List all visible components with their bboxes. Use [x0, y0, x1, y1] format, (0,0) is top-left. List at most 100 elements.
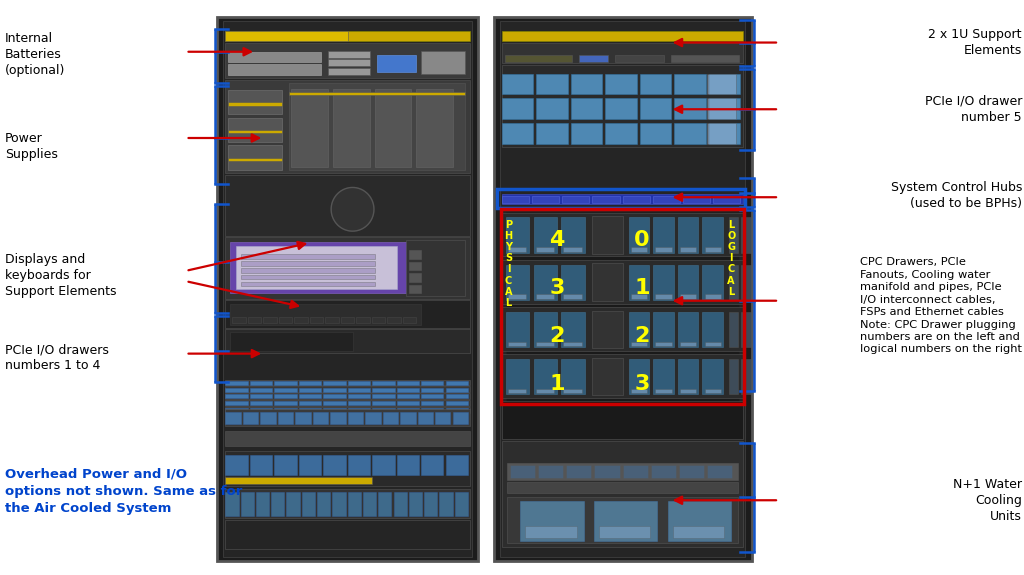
Bar	[396, 394, 419, 398]
Text: 2: 2	[634, 326, 650, 346]
Bar	[508, 247, 526, 252]
Bar	[507, 497, 738, 543]
Bar	[537, 74, 567, 94]
Bar	[348, 455, 370, 475]
Text: PCIe I/O drawer
number 5: PCIe I/O drawer number 5	[925, 95, 1022, 124]
Bar	[729, 217, 738, 253]
Bar	[520, 501, 584, 540]
Bar	[424, 492, 437, 516]
Bar	[445, 388, 468, 392]
Bar	[501, 209, 744, 404]
Bar	[702, 359, 723, 394]
Bar	[225, 431, 470, 446]
Bar	[348, 492, 360, 516]
Bar	[383, 412, 398, 424]
Bar	[640, 98, 672, 119]
Bar	[536, 247, 554, 252]
Bar	[241, 261, 375, 266]
Bar	[502, 74, 534, 94]
Bar	[317, 492, 331, 516]
Bar	[580, 55, 608, 62]
Bar	[377, 55, 416, 72]
Bar	[651, 465, 676, 478]
Bar	[225, 300, 470, 328]
Bar	[416, 89, 453, 167]
Bar	[421, 455, 443, 475]
Bar	[506, 264, 529, 300]
Bar	[494, 17, 752, 561]
Bar	[348, 381, 370, 385]
Bar	[631, 389, 647, 393]
Text: Displays and
keyboards for
Support Elements: Displays and keyboards for Support Eleme…	[5, 254, 117, 298]
Bar	[561, 312, 585, 347]
Bar	[263, 317, 276, 323]
Bar	[299, 401, 322, 405]
Text: N+1 Water
Cooling
Units: N+1 Water Cooling Units	[953, 478, 1022, 523]
Bar	[372, 408, 394, 412]
Bar	[225, 388, 248, 392]
Text: CPC Drawers, PCIe
Fanouts, Cooling water
manifold and pipes, PCIe
I/O interconne: CPC Drawers, PCIe Fanouts, Cooling water…	[860, 258, 1022, 354]
Bar	[592, 358, 623, 395]
Bar	[502, 307, 743, 351]
Bar	[225, 520, 470, 549]
Bar	[741, 264, 751, 300]
Bar	[705, 389, 721, 393]
Bar	[225, 380, 470, 385]
Bar	[508, 294, 526, 299]
Bar	[225, 81, 470, 172]
Bar	[629, 359, 649, 394]
Text: 3: 3	[634, 374, 650, 394]
Bar	[409, 273, 421, 282]
Bar	[228, 130, 283, 133]
Text: 2: 2	[549, 326, 565, 346]
Bar	[225, 237, 470, 299]
Bar	[713, 196, 740, 203]
Bar	[445, 401, 468, 405]
Bar	[217, 17, 478, 561]
Bar	[453, 412, 468, 424]
Bar	[653, 312, 674, 347]
Bar	[256, 492, 269, 516]
Bar	[561, 264, 585, 300]
Bar	[348, 388, 370, 392]
Bar	[225, 492, 239, 516]
Bar	[629, 264, 649, 300]
Bar	[563, 342, 582, 346]
Bar	[278, 412, 293, 424]
Bar	[708, 74, 736, 94]
Bar	[348, 394, 370, 398]
Bar	[679, 465, 705, 478]
Bar	[403, 317, 417, 323]
Bar	[505, 55, 572, 62]
Text: Power
Supplies: Power Supplies	[5, 132, 58, 161]
Bar	[225, 400, 470, 406]
Bar	[680, 342, 696, 346]
Bar	[241, 282, 375, 286]
Bar	[594, 501, 657, 540]
Bar	[348, 408, 370, 412]
Bar	[274, 401, 297, 405]
Bar	[274, 408, 297, 412]
Bar	[592, 263, 623, 301]
Bar	[708, 123, 736, 144]
Bar	[563, 247, 582, 252]
Bar	[502, 213, 743, 256]
Bar	[225, 408, 248, 412]
Bar	[502, 260, 743, 304]
Bar	[324, 455, 345, 475]
Bar	[507, 463, 738, 480]
Bar	[225, 407, 470, 413]
Bar	[250, 401, 272, 405]
Bar	[421, 51, 465, 74]
Bar	[274, 455, 297, 475]
Bar	[295, 412, 310, 424]
Bar	[375, 89, 412, 167]
Bar	[348, 401, 370, 405]
Bar	[534, 217, 557, 253]
Bar	[299, 455, 322, 475]
Bar	[678, 359, 698, 394]
Bar	[702, 312, 723, 347]
Bar	[400, 412, 416, 424]
Bar	[407, 240, 465, 296]
Bar	[228, 64, 322, 75]
